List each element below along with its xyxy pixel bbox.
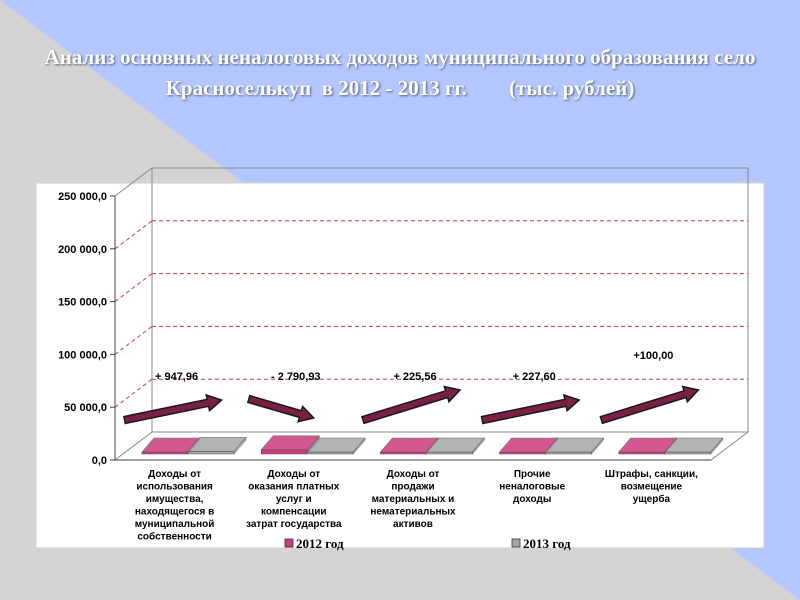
- bar-side: [233, 436, 247, 455]
- gridline-depth: [114, 220, 153, 250]
- bar-2012: [498, 437, 559, 455]
- y-tick-label: 200 000,0: [58, 244, 107, 256]
- legend-label: 2012 год: [296, 536, 344, 551]
- arrow-down-icon: [246, 394, 316, 423]
- y-tick-label: 0,0: [92, 455, 107, 467]
- arrow-shape: [361, 385, 462, 425]
- y-tick-label: 50 000,0: [64, 402, 107, 414]
- chart-left-top-edge: [114, 167, 153, 197]
- bar-side: [472, 437, 485, 455]
- change-annotation: - 2 790,93: [271, 371, 321, 383]
- change-annotation: +100,00: [633, 350, 673, 362]
- arrow-up-icon: [361, 385, 462, 425]
- bar-2013: [425, 437, 486, 455]
- bar-2013: [306, 437, 366, 455]
- arrow-up-icon: [599, 385, 700, 425]
- arrow-up-icon: [123, 393, 224, 425]
- bar-2013: [544, 437, 605, 455]
- arrow-shape: [246, 394, 316, 423]
- x-category-label: Доходы от оказания платных услуг и компенса…: [246, 469, 342, 530]
- bar-2013: [187, 436, 247, 455]
- bar-front: [260, 449, 308, 455]
- bar-side: [591, 437, 604, 455]
- bar-side: [352, 437, 366, 455]
- gridline-depth: [114, 326, 153, 355]
- legend-swatch: [284, 538, 294, 548]
- bar-2013: [664, 437, 724, 455]
- arrow-shape: [123, 393, 224, 425]
- slide-title: Анализ основных неналоговых доходов муни…: [44, 45, 761, 100]
- change-annotation: + 225,56: [393, 371, 436, 383]
- arrow-shape: [480, 393, 581, 425]
- chart-panel: [35, 182, 765, 549]
- bar-side: [710, 437, 724, 455]
- x-category-label: Доходы от продажи материальных и нематериал…: [370, 469, 456, 530]
- y-tick-label: 150 000,0: [58, 297, 107, 309]
- x-category-label: Штрафы, санкции, возмещение ущерба: [605, 468, 698, 505]
- change-annotation: + 947,96: [155, 371, 198, 383]
- arrow-shape: [599, 385, 700, 425]
- change-annotation: + 227,60: [513, 371, 556, 383]
- gridline-depth: [114, 273, 153, 302]
- gridline-depth: [114, 378, 153, 408]
- x-category-label: Доходы от использования имущества, находяще…: [135, 469, 215, 543]
- y-tick-label: 100 000,0: [58, 349, 107, 361]
- y-tick-label: 250 000,0: [58, 191, 107, 203]
- x-category-label: Прочие неналоговые доходы: [499, 469, 565, 505]
- legend-swatch: [511, 538, 521, 548]
- legend-label: 2013 год: [523, 536, 571, 551]
- bar-front: [187, 451, 235, 455]
- arrow-up-icon: [480, 393, 581, 425]
